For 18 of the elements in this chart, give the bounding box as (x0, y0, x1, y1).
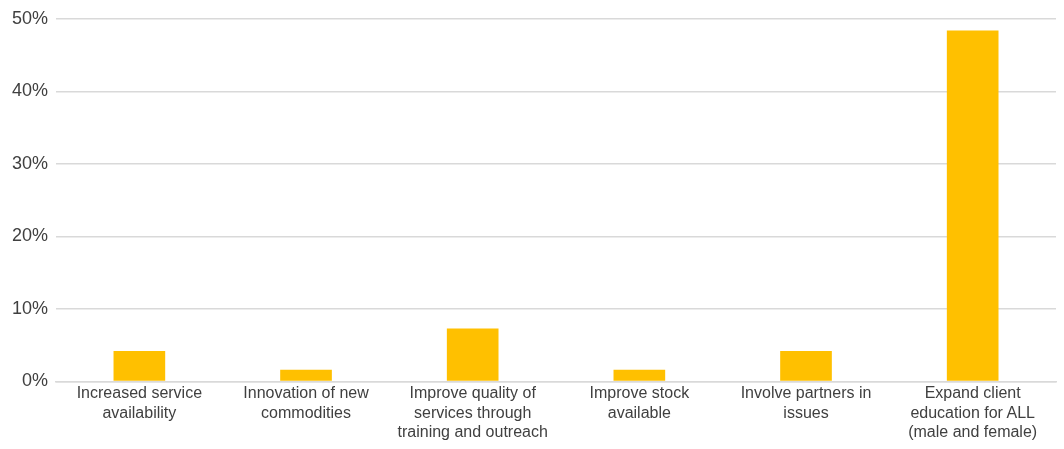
bar (280, 369, 332, 381)
x-tick-label: Innovation of new commodities (243, 384, 370, 421)
x-tick-label: Expand client education for ALL (male and female) (908, 384, 1038, 440)
bar (613, 369, 666, 381)
x-tick-label: Involve partners in issues (740, 384, 872, 421)
x-tick-label: Improve stock available (589, 384, 691, 421)
y-tick-label: 40% (12, 80, 49, 101)
x-tick-label: Increased service availability (76, 384, 203, 421)
x-tick-label: Improve quality of services through training and outreach (397, 384, 548, 440)
y-tick-label: 30% (12, 152, 49, 173)
y-tick-label: 10% (12, 297, 49, 318)
bar (780, 350, 832, 381)
y-tick-label: 20% (12, 225, 49, 246)
bar (113, 350, 166, 381)
bar (946, 30, 999, 381)
y-tick-label: 50% (12, 7, 49, 28)
bar (446, 328, 499, 381)
y-tick-label: 0% (22, 370, 49, 391)
